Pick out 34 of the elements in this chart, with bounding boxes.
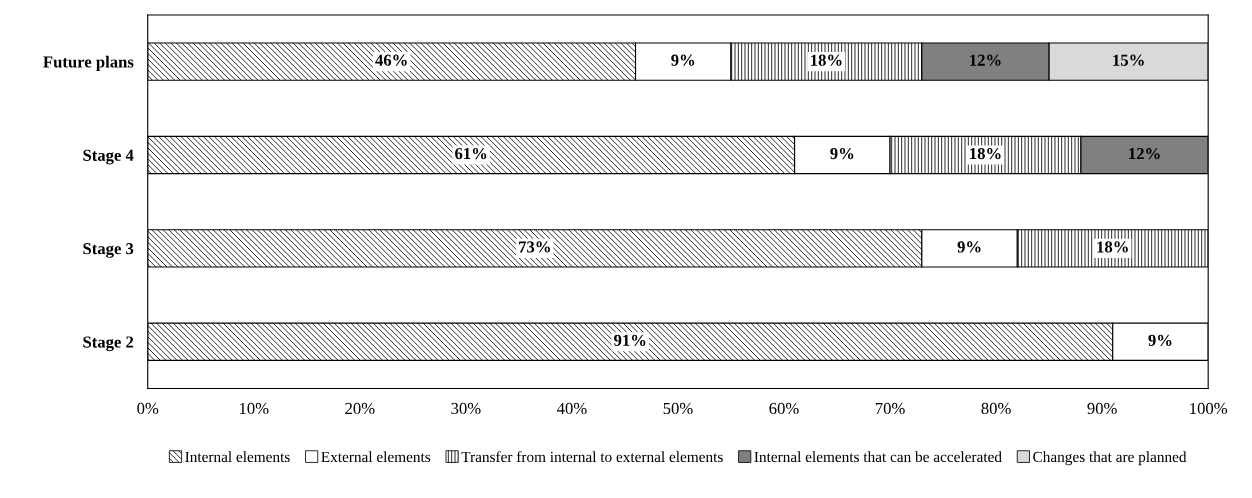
data-label: 15% bbox=[1113, 54, 1144, 66]
data-label: 18% bbox=[811, 54, 842, 66]
data-label: 9% bbox=[1148, 334, 1172, 346]
legend-label: Changes that are planned bbox=[1033, 451, 1187, 466]
x-tick-label: 10% bbox=[239, 402, 269, 415]
legend-label: Transfer from internal to external elements bbox=[461, 451, 723, 463]
legend-label: Internal elements bbox=[185, 451, 290, 463]
x-tick-label: 0% bbox=[137, 402, 159, 415]
data-label: 18% bbox=[970, 147, 1001, 160]
x-tick-label: 50% bbox=[663, 402, 693, 415]
x-tick-label: 60% bbox=[769, 402, 799, 415]
data-label: 91% bbox=[614, 334, 646, 346]
data-label: 12% bbox=[1129, 147, 1160, 160]
data-label: 46% bbox=[375, 54, 407, 66]
x-tick-label: 40% bbox=[556, 402, 587, 415]
data-label: 73% bbox=[519, 241, 550, 253]
data-label: 61% bbox=[455, 147, 487, 160]
x-tick-label: 70% bbox=[875, 402, 905, 415]
y-tick-label: Future plans bbox=[43, 55, 134, 71]
x-tick-label: 20% bbox=[345, 402, 375, 415]
legend-label: Internal elements that can be accelerated bbox=[754, 451, 1002, 463]
x-tick-label: 90% bbox=[1087, 402, 1117, 415]
data-label: 9% bbox=[830, 147, 854, 160]
data-label: 18% bbox=[1097, 241, 1128, 253]
y-tick-label: Stage 3 bbox=[83, 243, 134, 258]
y-tick-label: Stage 2 bbox=[83, 336, 134, 352]
legend-label: External elements bbox=[321, 451, 431, 463]
data-label: 9% bbox=[957, 241, 981, 253]
data-label: 9% bbox=[671, 54, 695, 66]
y-tick-label: Stage 4 bbox=[83, 149, 134, 165]
x-tick-label: 30% bbox=[451, 402, 481, 415]
x-tick-label: 80% bbox=[981, 402, 1011, 415]
data-label: 12% bbox=[970, 54, 1001, 66]
x-tick-label: 100% bbox=[1190, 402, 1228, 415]
